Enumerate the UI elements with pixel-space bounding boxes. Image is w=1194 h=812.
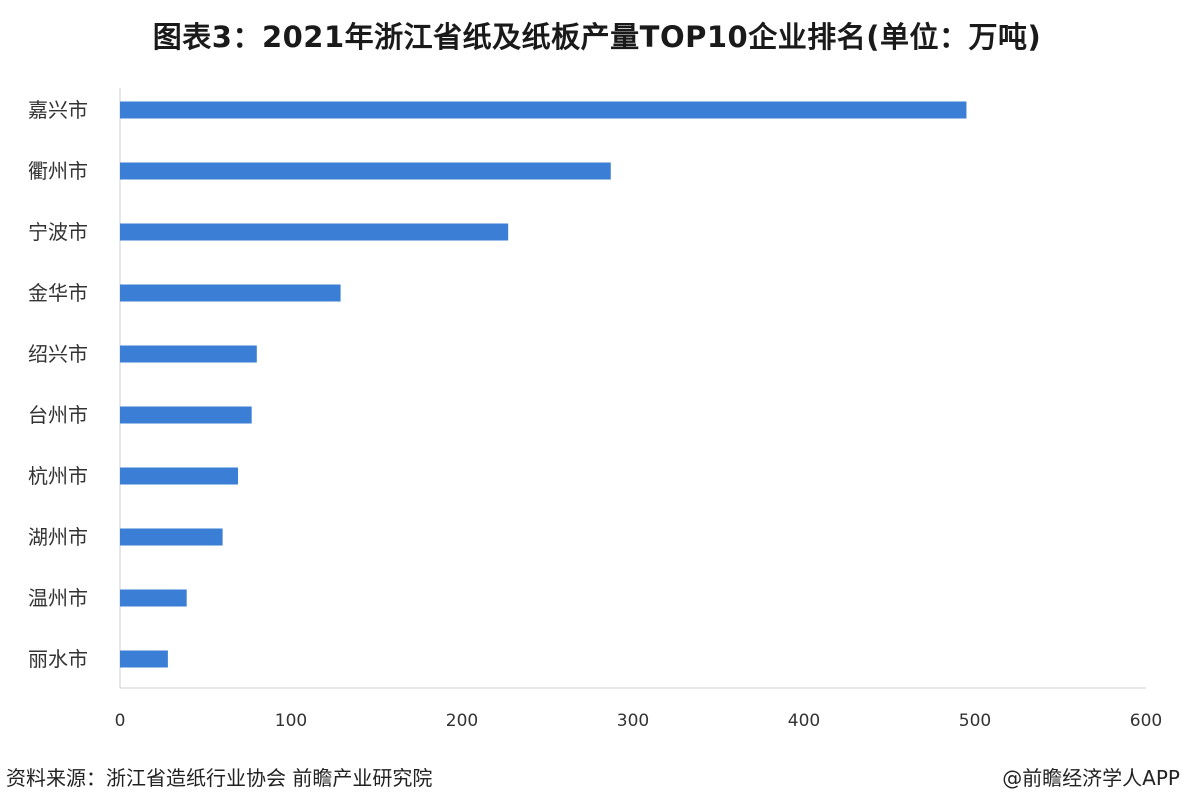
- bar: [120, 162, 611, 180]
- x-tick-label: 200: [446, 711, 478, 731]
- source-note: 资料来源：浙江省造纸行业协会 前瞻产业研究院: [6, 766, 433, 790]
- bar: [120, 101, 967, 119]
- category-label: 湖州市: [28, 525, 88, 549]
- category-label: 杭州市: [28, 464, 88, 488]
- bar: [120, 589, 187, 607]
- category-label: 嘉兴市: [28, 98, 88, 122]
- category-label: 衢州市: [28, 159, 88, 183]
- x-tick-label: 500: [959, 711, 991, 731]
- category-label: 宁波市: [28, 220, 88, 244]
- chart-title: 图表3：2021年浙江省纸及纸板产量TOP10企业排名(单位：万吨): [152, 20, 1042, 54]
- x-tick-label: 600: [1130, 711, 1162, 731]
- bar: [120, 223, 509, 241]
- bar: [120, 406, 252, 424]
- category-label: 绍兴市: [28, 342, 88, 366]
- x-tick-label: 100: [275, 711, 307, 731]
- x-tick-label: 400: [788, 711, 820, 731]
- bar: [120, 345, 257, 363]
- bar: [120, 284, 341, 302]
- category-label: 温州市: [28, 586, 88, 610]
- brand-credit: @前瞻经济学人APP: [1002, 766, 1180, 790]
- bar: [120, 467, 238, 485]
- category-label: 台州市: [28, 403, 88, 427]
- bar: [120, 650, 168, 668]
- x-tick-label: 300: [617, 711, 649, 731]
- category-label: 丽水市: [28, 647, 88, 671]
- bar: [120, 528, 223, 546]
- x-tick-label: 0: [115, 711, 126, 731]
- category-label: 金华市: [28, 281, 88, 305]
